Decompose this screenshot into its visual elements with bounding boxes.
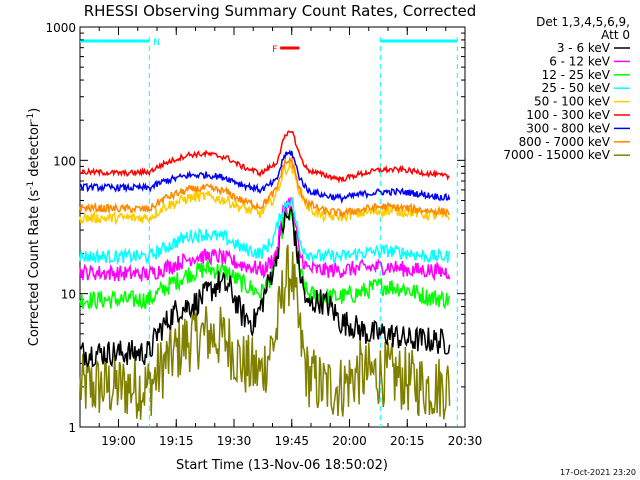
legend-entry-label: 6 - 12 keV [549,54,611,68]
x-tick-label: 20:30 [448,434,483,448]
y-axis-label-end: ) [27,108,42,113]
plot-frame [79,26,466,428]
y-tick-label: 1000 [45,21,76,35]
series-line [79,149,451,205]
legend-entry-label: 800 - 7000 keV [519,135,611,149]
legend-entry-label: 12 - 25 keV [542,68,611,82]
x-axis-label: Start Time (13-Nov-06 18:50:02) [176,458,388,473]
y-tick-label: 100 [53,154,76,168]
series-line [79,197,451,266]
y-axis-label: Corrected Count Rate (s-1 detector-1) [26,108,42,346]
legend-entry-label: 50 - 100 keV [534,95,611,109]
series-line [79,130,450,184]
legend-entry-label: 3 - 6 keV [557,41,611,55]
y-tick-label: 1 [68,421,76,435]
legend-entry-label: 100 - 300 keV [526,108,610,122]
series-line [79,197,451,282]
legend-entry-label: 25 - 50 keV [542,81,611,95]
legend-header-line1: Det 1,3,4,5,6,9, [536,15,630,29]
x-tick-label: 20:15 [390,434,425,448]
series-layer [79,130,451,420]
flags-layer: NF [80,38,458,55]
x-tick-label: 19:00 [101,434,136,448]
y-tick-label: 10 [61,288,76,302]
series-line [79,244,451,420]
footer-timestamp: 17-Oct-2021 23:20 [560,468,636,477]
series-line [79,205,451,311]
flag-label: N [153,38,160,48]
series-line [79,162,451,226]
legend-entry-label: 300 - 800 keV [526,121,610,135]
y-axis-label-sup1: -1 [26,181,36,190]
legend-entry-label: 7000 - 15000 keV [503,148,610,162]
y-axis-label-mid: detector [27,121,42,181]
legend-header-line2: Att 0 [601,28,630,42]
y-axis-label-main: Corrected Count Rate (s [27,190,42,347]
x-tick-label: 19:30 [217,434,252,448]
series-line [79,204,451,368]
x-tick-label: 20:00 [332,434,367,448]
x-tick-label: 19:45 [274,434,309,448]
y-axis-label-sup2: -1 [26,113,36,122]
x-axis: 19:00 19:15 19:30 19:45 20:00 20:15 20:30 [79,27,483,448]
x-tick-label: 19:15 [159,434,194,448]
chart-title: RHESSI Observing Summary Count Rates, Co… [84,2,477,20]
flag-label: F [272,45,277,55]
series-line [79,155,451,220]
